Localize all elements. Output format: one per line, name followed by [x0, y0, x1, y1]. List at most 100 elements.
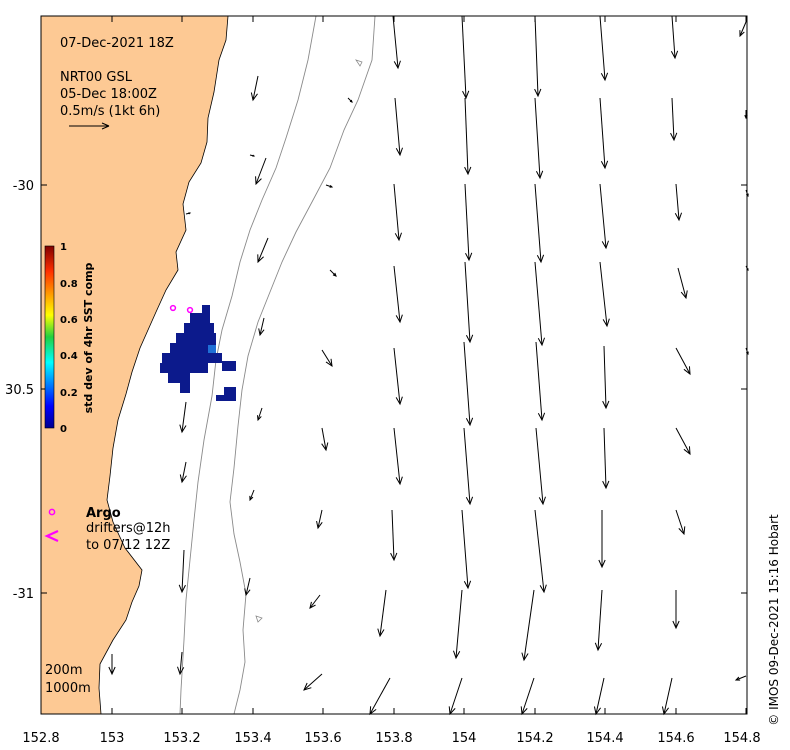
current-arrow-head — [602, 480, 610, 490]
current-arrow-head — [377, 628, 385, 638]
current-arrow-head — [329, 184, 334, 188]
current-arrow-head — [539, 584, 547, 594]
current-arrow-head — [257, 415, 262, 422]
current-arrow — [461, 509, 469, 589]
current-arrow — [599, 183, 607, 249]
x-tick-label: 153.2 — [163, 731, 200, 746]
current-arrow — [521, 677, 535, 715]
current-arrow — [329, 269, 337, 277]
current-arrow-head — [465, 334, 474, 344]
current-arrow-head — [465, 252, 473, 262]
current-arrow — [461, 15, 467, 99]
current-arrow — [309, 594, 321, 609]
current-arrow — [257, 407, 263, 421]
x-tick-label: 153.8 — [375, 731, 412, 746]
current-arrow — [463, 341, 471, 426]
current-arrow-head — [395, 147, 403, 157]
argo-legend-icon — [48, 508, 56, 516]
current-arrow-head — [464, 166, 472, 176]
colorbar-label: std dev of 4hr SST comp — [82, 262, 95, 413]
current-arrow — [675, 183, 680, 221]
current-arrow-head — [602, 318, 610, 328]
current-arrow — [181, 549, 185, 593]
credit-text: © IMOS 09-Dec-2021 15:16 Hobart — [767, 514, 781, 726]
current-arrow — [321, 427, 327, 451]
current-arrow-head — [672, 620, 680, 630]
current-arrow — [595, 677, 605, 715]
colorbar-tick: 1 — [60, 242, 67, 253]
current-arrow-head — [257, 254, 264, 264]
current-arrow — [677, 267, 687, 299]
current-arrow-head — [316, 520, 323, 530]
colorbar-tick: 0.6 — [60, 315, 78, 326]
current-arrow — [534, 15, 539, 97]
x-tick-label: 152.8 — [22, 731, 59, 746]
current-arrow — [523, 589, 535, 661]
current-arrow-head — [463, 580, 472, 590]
current-arrow — [393, 427, 401, 485]
current-arrow — [599, 261, 608, 327]
current-arrow — [671, 97, 675, 141]
current-arrow-head — [108, 666, 116, 676]
current-arrow-head — [325, 358, 333, 368]
current-arrow — [675, 427, 691, 455]
isobath-200m — [229, 15, 376, 715]
current-arrow — [603, 345, 607, 409]
current-arrow — [464, 183, 470, 261]
current-arrow — [534, 509, 545, 593]
current-arrow — [675, 509, 685, 535]
current-arrow-head — [252, 154, 256, 157]
current-arrow — [393, 183, 400, 241]
product-label: NRT00 GSL — [60, 70, 133, 85]
current-arrow — [455, 589, 463, 659]
current-arrow-head — [390, 552, 398, 562]
land-coastline — [40, 15, 229, 715]
current-arrow-head — [537, 412, 546, 422]
current-arrow-head — [453, 650, 461, 660]
current-arrow — [394, 97, 401, 156]
current-arrow — [317, 509, 323, 529]
current-arrow — [534, 261, 543, 346]
current-arrow-head — [303, 682, 312, 691]
drifters-legend-label: drifters@12h — [86, 521, 171, 536]
current-arrow-head — [678, 526, 686, 536]
current-arrow — [249, 489, 255, 501]
current-arrow — [735, 675, 747, 681]
product-date: 05-Dec 18:00Z — [60, 87, 157, 102]
current-arrow-head — [349, 99, 353, 103]
drifters-legend-until: to 07/12 12Z — [86, 538, 170, 553]
colorbar-tick: 0.2 — [60, 388, 78, 399]
current-arrow-head — [534, 88, 542, 98]
current-arrow — [257, 237, 269, 263]
current-arrow — [464, 261, 471, 343]
current-arrow-head — [188, 212, 192, 215]
current-arrow — [597, 589, 603, 651]
current-arrow-head — [258, 328, 265, 337]
current-arrow-head — [179, 424, 187, 434]
current-arrow-head — [462, 90, 470, 100]
current-arrow-head — [255, 176, 262, 186]
current-arrow — [663, 677, 673, 715]
current-arrow — [463, 427, 471, 505]
current-arrow-head — [249, 495, 254, 502]
scale-label: 0.5m/s (1kt 6h) — [60, 104, 160, 119]
colorbar-tick: 0.8 — [60, 279, 78, 290]
y-tick-label: -31 — [13, 587, 34, 602]
current-arrow-head — [395, 314, 403, 324]
argo-float-marker — [186, 306, 194, 314]
current-arrow-head — [309, 601, 316, 609]
x-tick-label: 153.4 — [234, 731, 271, 746]
current-arrow-head — [395, 476, 403, 486]
x-tick-label: 154.2 — [516, 731, 553, 746]
x-tick-label: 153.6 — [304, 731, 341, 746]
current-arrow-head — [600, 160, 609, 170]
x-tick-label: 153 — [100, 731, 125, 746]
current-arrow-head — [332, 272, 337, 277]
current-arrow — [603, 427, 607, 489]
isobath-label-1000m: 1000m — [45, 681, 91, 696]
map-date-label: 07-Dec-2021 18Z — [60, 36, 174, 51]
current-arrow-head — [537, 337, 546, 347]
current-arrow-head — [598, 559, 606, 569]
current-arrow — [393, 265, 401, 323]
y-tick-label: -30 — [13, 179, 34, 194]
